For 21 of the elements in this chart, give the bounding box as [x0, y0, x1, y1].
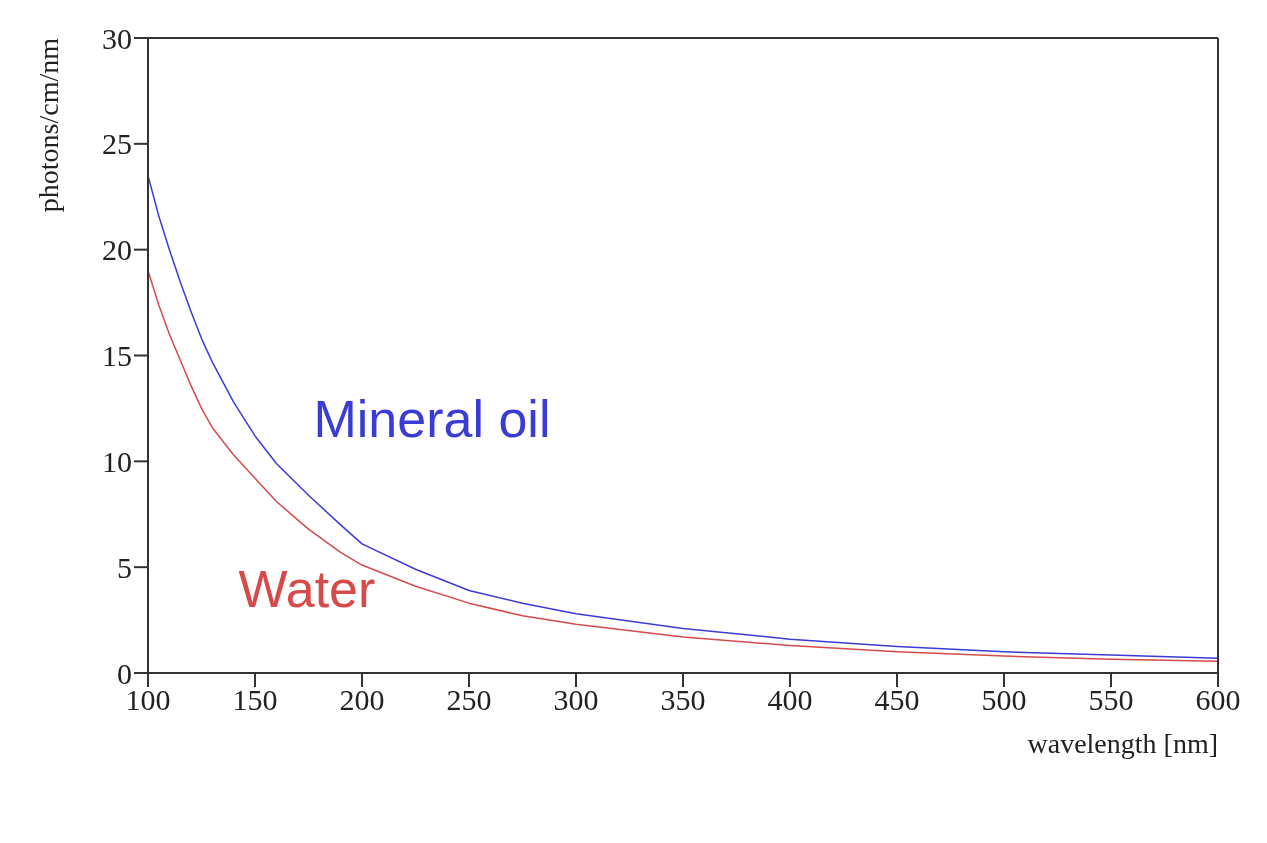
- x-axis-title: wavelength [nm]: [1027, 728, 1218, 759]
- series-label: Water: [238, 559, 376, 618]
- x-tick-label: 600: [1195, 683, 1241, 717]
- y-tick-label: 15: [102, 339, 132, 373]
- line-series: [148, 270, 1218, 663]
- x-tick-label: 200: [339, 683, 385, 717]
- y-tick-label: 5: [117, 550, 132, 584]
- x-tick-label: 300: [553, 683, 599, 717]
- x-tick-label: 250: [446, 683, 492, 717]
- y-tick-label: 10: [102, 444, 132, 478]
- x-tick-label: 150: [232, 683, 278, 717]
- x-tick-label: 350: [660, 683, 706, 717]
- x-tick-label: 550: [1088, 683, 1134, 717]
- x-tick-label: 400: [767, 683, 813, 717]
- y-axis-title: photons/cm/nm: [32, 37, 64, 213]
- y-tick-label: 30: [102, 21, 132, 55]
- y-tick-label: 20: [102, 233, 132, 267]
- y-tick-label: 25: [102, 127, 132, 161]
- x-tick-label: 450: [874, 683, 920, 717]
- x-tick-label: 500: [981, 683, 1027, 717]
- series-label: Mineral oil: [313, 390, 551, 449]
